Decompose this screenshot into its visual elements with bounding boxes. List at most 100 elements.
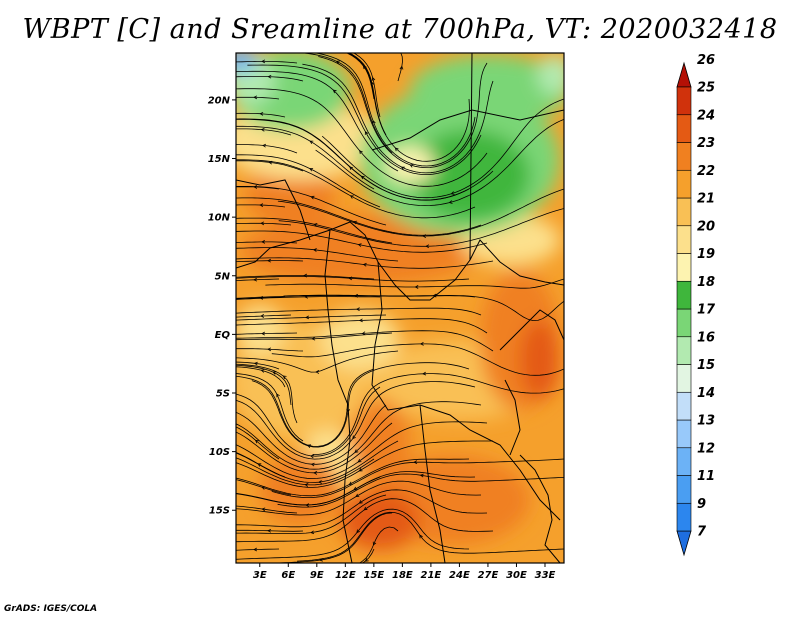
streamline-arrow xyxy=(358,500,363,504)
streamline-arrow xyxy=(353,220,358,225)
streamline-arrow xyxy=(260,369,265,373)
colorbar-label: 22 xyxy=(697,164,715,179)
streamline xyxy=(236,505,298,514)
streamline-arrow xyxy=(261,331,265,336)
streamline-arrow xyxy=(310,462,315,467)
lat-label: 10N xyxy=(208,213,231,224)
streamline-arrow xyxy=(355,493,360,498)
streamline xyxy=(236,401,482,470)
streamline-arrow xyxy=(355,307,360,312)
streamline-arrow xyxy=(276,393,280,398)
streamline xyxy=(236,197,482,236)
streamline xyxy=(236,440,493,488)
colorbar-segment xyxy=(676,336,692,365)
colorbar-segment xyxy=(676,391,692,421)
streamline-arrow xyxy=(359,150,363,155)
colorbar-segment xyxy=(676,86,692,116)
colorbar-label: 12 xyxy=(697,441,715,456)
colorbar-segment xyxy=(676,253,692,282)
streamline-arrow xyxy=(259,111,264,116)
streamline-arrow xyxy=(372,541,377,546)
lat-label: 15S xyxy=(209,506,230,517)
colorbar-label: 16 xyxy=(697,330,715,345)
streamline-arrow xyxy=(267,74,272,79)
streamline-arrow xyxy=(261,59,266,64)
streamline-arrow xyxy=(312,248,317,252)
colorbar-segment xyxy=(676,225,692,254)
colorbar-segment xyxy=(676,280,692,310)
streamline-arrow xyxy=(262,143,267,148)
streamline-arrow xyxy=(305,315,310,320)
colorbar-segment xyxy=(676,502,692,532)
streamline xyxy=(236,426,280,460)
colorbar-segment xyxy=(676,142,692,171)
longitude-axis: 3E 6E 9E 12E 15E 18E 21E 24E 27E 30E 33E xyxy=(253,563,556,581)
lat-label: 10S xyxy=(209,447,230,458)
map-frame xyxy=(235,52,565,564)
country-borders xyxy=(236,53,564,563)
streamline xyxy=(267,512,393,563)
colorbar-label: 15 xyxy=(697,358,715,373)
streamline-arrow xyxy=(422,371,427,376)
lat-label: 20N xyxy=(208,95,231,106)
streamline xyxy=(236,96,280,100)
streamline-arrow xyxy=(313,471,318,475)
streamline-arrow xyxy=(448,200,453,204)
streamline-arrow xyxy=(425,244,430,249)
streamline-arrow xyxy=(409,164,414,168)
streamline-arrow xyxy=(394,147,399,152)
streamline-arrow xyxy=(352,435,356,440)
lon-label: 24E xyxy=(449,570,470,581)
streamline-arrow xyxy=(311,336,316,341)
streamline xyxy=(299,53,393,154)
streamline-arrow xyxy=(260,314,265,318)
colorbar-label: 14 xyxy=(697,386,715,401)
streamline-arrow xyxy=(419,341,424,346)
streamline-arrow xyxy=(267,528,272,533)
streamline xyxy=(236,296,381,300)
streamline-arrow xyxy=(413,460,418,464)
streamline xyxy=(348,53,387,136)
streamline-arrow xyxy=(261,486,266,490)
streamline-arrow xyxy=(253,547,258,552)
lat-label: EQ xyxy=(215,330,231,341)
streamline xyxy=(236,489,488,528)
streamline-arrow xyxy=(282,375,287,380)
streamline xyxy=(236,278,280,282)
colorbar-label: 17 xyxy=(697,303,716,318)
streamline xyxy=(236,494,387,534)
streamline-arrow xyxy=(259,203,264,207)
streamline xyxy=(236,276,470,282)
lon-label: 12E xyxy=(335,570,356,581)
streamline-arrow xyxy=(364,558,369,562)
streamline xyxy=(236,458,470,497)
lon-label: 3E xyxy=(253,570,267,581)
streamline xyxy=(236,330,494,352)
lon-label: 30E xyxy=(506,570,527,581)
streamline-arrow xyxy=(354,449,359,453)
streamline-arrow xyxy=(353,486,358,491)
map-title: WBPT [C] and Sreamline at 700hPa, VT: 20… xyxy=(22,14,778,45)
colorbar-label: 18 xyxy=(697,275,715,290)
colorbar-segment xyxy=(676,114,692,143)
streamline-arrow xyxy=(349,166,353,171)
streamline-arrow xyxy=(362,262,367,267)
streamlines xyxy=(236,53,564,563)
streamline-arrow xyxy=(315,370,320,374)
streamline-arrow xyxy=(399,65,404,70)
colorbar-label: 13 xyxy=(697,414,715,429)
streamline xyxy=(236,361,280,370)
streamline-arrow xyxy=(318,480,322,484)
colorbar-segment xyxy=(676,447,692,476)
streamline-arrow xyxy=(370,81,375,86)
streamline xyxy=(236,144,298,154)
lon-label: 9E xyxy=(310,570,324,581)
streamline xyxy=(236,318,488,334)
streamline-arrow xyxy=(309,168,314,172)
colorbar-label: 21 xyxy=(697,192,715,207)
streamline-arrow xyxy=(346,408,351,413)
colorbar-label: 23 xyxy=(697,136,715,151)
streamline-arrow xyxy=(309,140,314,145)
streamline-arrow xyxy=(272,371,277,375)
